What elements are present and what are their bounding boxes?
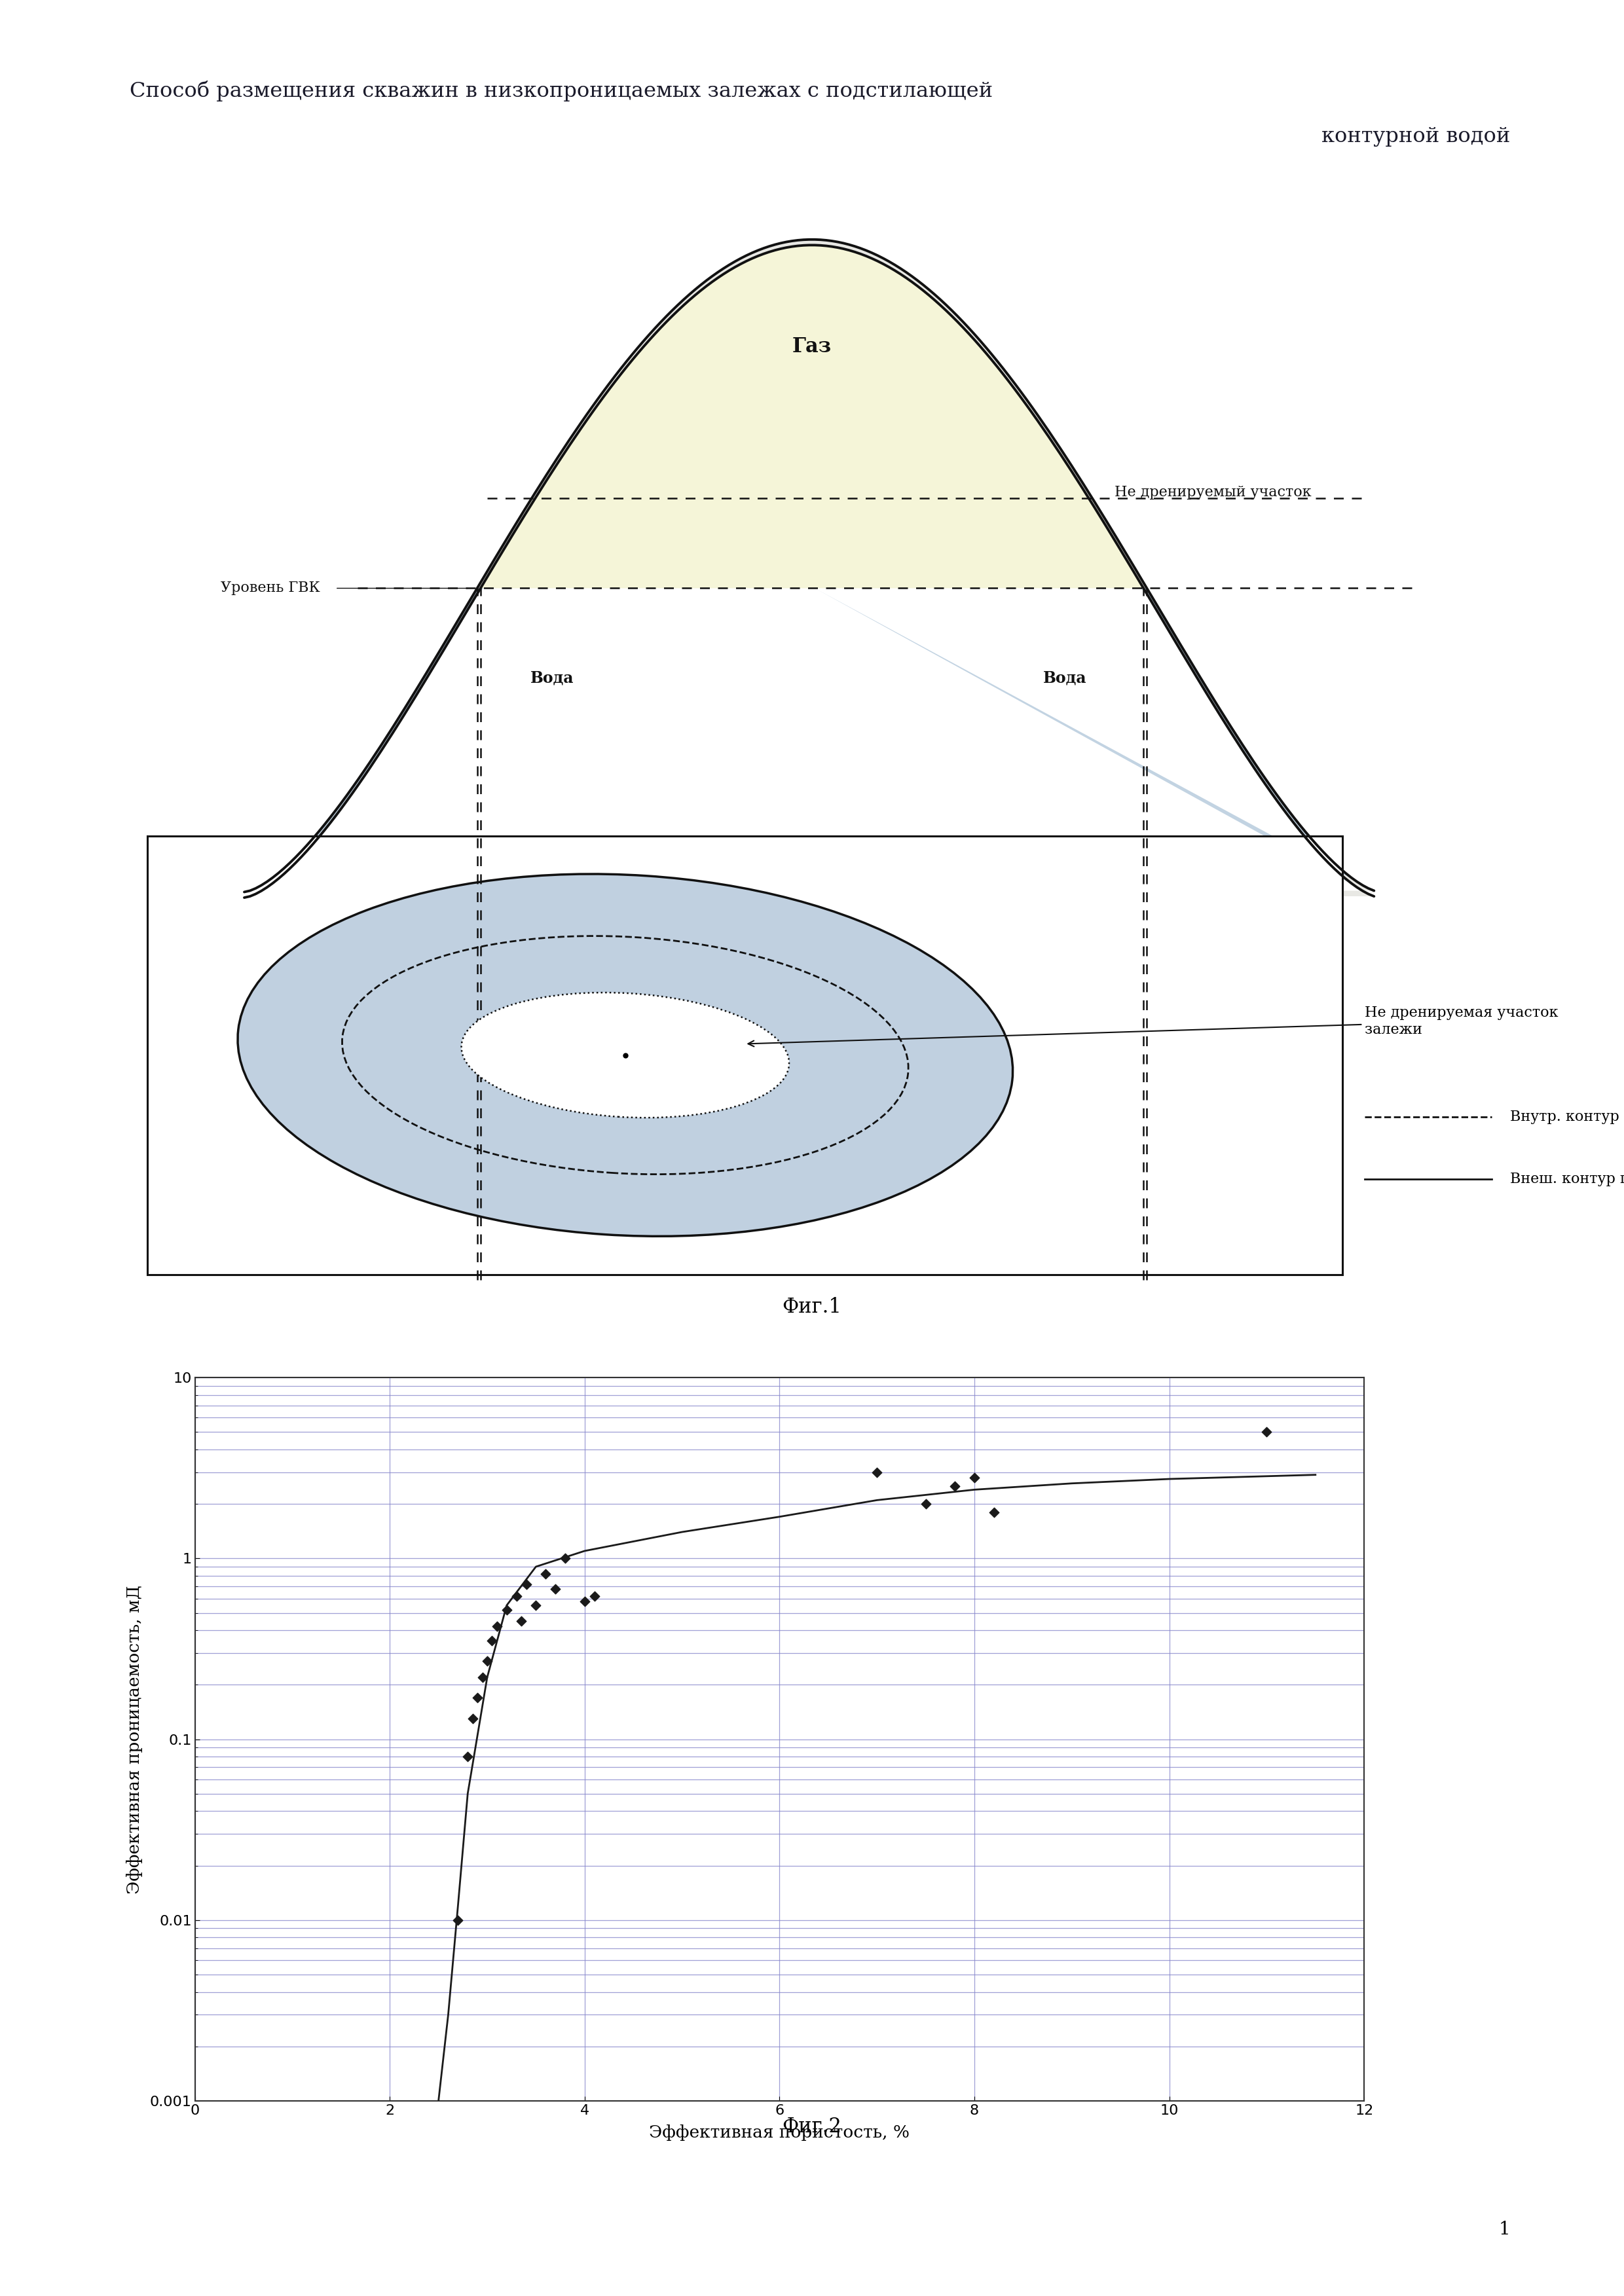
Point [981,1495,1007,1531]
Text: Фиг.1: Фиг.1 [783,1297,841,1318]
Text: Вода: Вода [1043,670,1086,687]
Point [513,1566,539,1603]
Point [572,1582,598,1619]
Text: Внутр. контур газоносности: Внутр. контур газоносности [1510,1109,1624,1125]
Point [464,1678,490,1715]
Text: 1: 1 [1499,2220,1510,2239]
Text: Вода: Вода [529,670,573,687]
Point [542,1570,568,1607]
Text: Не дренируемый участок: Не дренируемый участок [1114,484,1312,501]
Point [494,1591,520,1628]
Point [474,1644,500,1681]
Point [469,1660,495,1697]
Point [961,1460,987,1497]
Point [445,1901,471,1938]
Point [581,1577,607,1614]
Ellipse shape [237,875,1013,1235]
Point [508,1603,534,1639]
Bar [148,836,1343,1274]
X-axis label: Эффективная пористость, %: Эффективная пористость, % [650,2124,909,2140]
Y-axis label: Эффективная проницаемость, мД: Эффективная проницаемость, мД [127,1584,143,1894]
Point [864,1453,890,1490]
Point [552,1541,578,1577]
Point [455,1738,481,1775]
Text: контурной водой: контурной водой [1322,126,1510,147]
Text: Фиг.2: Фиг.2 [783,2117,841,2138]
Text: Газ: Газ [793,335,831,356]
Point [523,1587,549,1623]
Text: Внеш. контур газоносности: Внеш. контур газоносности [1510,1171,1624,1187]
Point [533,1557,559,1593]
Ellipse shape [343,937,908,1173]
Polygon shape [481,246,1143,588]
Point [1254,1414,1280,1451]
Point [484,1607,510,1644]
Polygon shape [244,588,809,898]
Point [913,1486,939,1522]
Text: Не дренируемая участок
залежи: Не дренируемая участок залежи [749,1006,1559,1047]
Ellipse shape [461,992,789,1118]
Point [479,1623,505,1660]
Text: Уровень ГВК: Уровень ГВК [221,581,320,595]
Point [503,1577,529,1614]
Text: Способ размещения скважин в низкопроницаемых залежах с подстилающей: Способ размещения скважин в низкопроница… [130,80,994,101]
Point [460,1701,486,1738]
Point [942,1467,968,1504]
